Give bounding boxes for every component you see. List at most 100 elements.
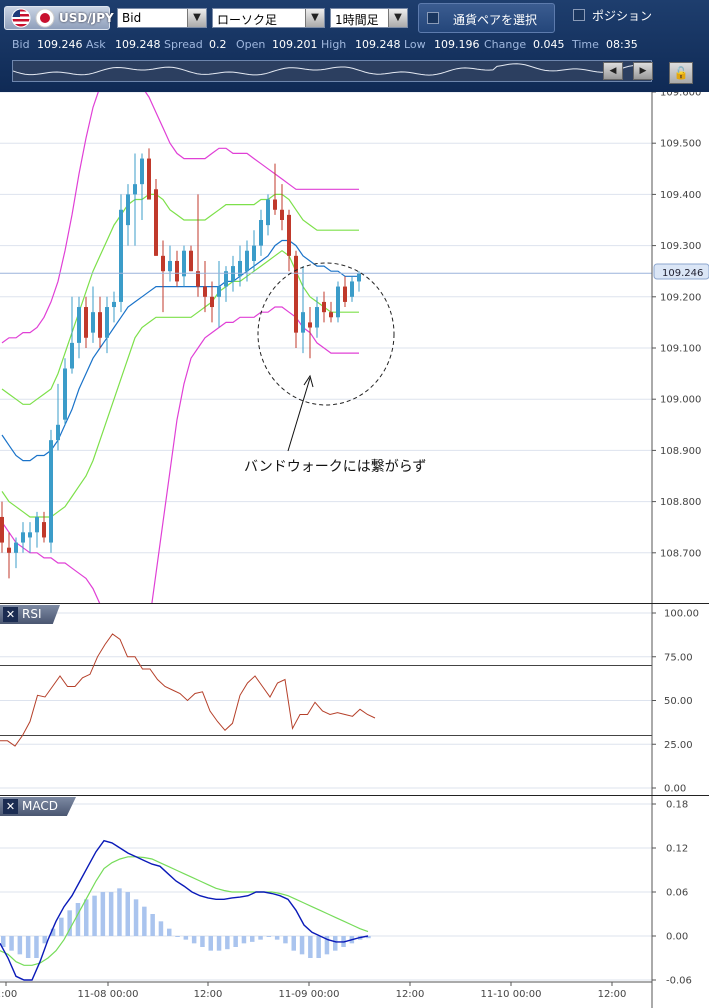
candle-body	[252, 245, 256, 261]
quote-label: Change	[484, 38, 527, 51]
navigator-scrollbar[interactable]	[12, 60, 652, 82]
quote-label: Bid	[12, 38, 30, 51]
candle-body	[245, 250, 249, 272]
candle-body	[0, 516, 4, 543]
histogram-bar	[175, 936, 180, 937]
x-tick-label: 11-09 00:00	[278, 989, 339, 1000]
histogram-bar	[50, 928, 56, 936]
price-chart[interactable]: 109.600 109.500 109.400 109.300 109.200 109.1…	[0, 92, 709, 604]
highlight-circle	[257, 262, 395, 406]
signal-line	[0, 856, 369, 966]
candle-body	[322, 301, 326, 313]
pair-button[interactable]: USD/JPY	[4, 6, 114, 30]
histogram-bar	[366, 936, 371, 939]
histogram-bar	[299, 936, 305, 955]
current-price-value: 109.246	[662, 268, 703, 279]
candle-body	[315, 307, 319, 328]
y-tick-label: 0.00	[664, 784, 686, 795]
chevron-down-icon: ▼	[388, 9, 407, 27]
candle-body	[154, 189, 158, 256]
candle-body	[42, 522, 46, 538]
candle-body	[70, 342, 74, 369]
candle-body	[63, 368, 67, 420]
histogram-bar	[208, 936, 213, 951]
y-tick-label: 108.700	[660, 548, 701, 559]
y-tick-label: 0.06	[666, 888, 688, 899]
candle-body	[280, 209, 284, 220]
y-tick-label: 75.00	[664, 652, 693, 663]
histogram-bar	[9, 936, 14, 951]
lock-icon[interactable]: 🔓	[669, 62, 693, 84]
close-icon[interactable]: ✕	[3, 607, 18, 622]
panel-divider	[0, 795, 709, 796]
candle-body	[35, 516, 39, 533]
x-tick-label: 2:00	[0, 989, 17, 1000]
rsi-chart[interactable]: 100.00 75.00 50.00 25.00 0.00	[0, 604, 709, 797]
y-tick-label: 50.00	[664, 696, 693, 707]
candle-body	[238, 260, 242, 277]
x-tick-label: 12:00	[396, 989, 425, 1000]
candle-body	[203, 286, 207, 297]
y-tick-label: 108.800	[660, 497, 701, 508]
histogram-bar	[1, 936, 6, 947]
position-checkbox[interactable]	[573, 9, 585, 21]
histogram-bar	[216, 936, 222, 951]
histogram-bar	[150, 914, 155, 936]
pair-select-label: 通貨ペアを選択	[453, 13, 538, 27]
bollinger-lower2-line	[1, 306, 359, 604]
candle-body	[105, 307, 109, 338]
candle-body	[189, 250, 193, 272]
position-label: ポジション	[592, 9, 653, 23]
candle-body	[133, 184, 137, 195]
pair-select-checkbox[interactable]	[427, 12, 439, 24]
histogram-bar	[191, 936, 197, 944]
candle-body	[308, 322, 312, 328]
candle-body	[168, 260, 172, 272]
histogram-bar	[17, 936, 23, 955]
histogram-bar	[283, 936, 288, 944]
quote-label: High	[321, 38, 347, 51]
rsi-line	[0, 633, 376, 747]
quote-value: 109.248	[115, 38, 161, 51]
chart-type-select[interactable]: ローソク足 ▼	[212, 8, 325, 28]
quote-label: Time	[572, 38, 599, 51]
quote-value: 0.2	[209, 38, 227, 51]
candle-body	[7, 547, 11, 553]
histogram-bar	[316, 936, 321, 958]
scroll-left-button[interactable]: ◀	[603, 62, 623, 80]
histogram-bar	[266, 936, 272, 937]
pair-select-button[interactable]: 通貨ペアを選択	[418, 3, 555, 33]
candle-body	[224, 271, 228, 287]
pair-label: USD/JPY	[59, 11, 114, 25]
histogram-bar	[258, 936, 263, 940]
timeframe-value: 1時間足	[335, 13, 379, 27]
chevron-down-icon: ▼	[187, 9, 206, 27]
histogram-bar	[133, 899, 139, 936]
candle-body	[294, 255, 298, 333]
candle-body	[77, 307, 81, 343]
histogram-bar	[291, 936, 296, 951]
histogram-bar	[308, 936, 313, 958]
x-tick-label: 12:00	[194, 989, 223, 1000]
timeframe-select[interactable]: 1時間足 ▼	[330, 8, 408, 28]
us-flag-icon	[11, 8, 31, 28]
quote-label: Spread	[164, 38, 203, 51]
candle-body	[28, 532, 32, 538]
y-tick-label: 0.00	[666, 932, 688, 943]
y-tick-label: 0.12	[666, 844, 688, 855]
price-type-select[interactable]: Bid ▼	[117, 8, 207, 28]
candle-body	[84, 307, 88, 338]
quote-value: 109.196	[434, 38, 480, 51]
macd-chart[interactable]: 0.18 0.12 0.06 0.00 -0.06 2:00 11-08 00:00 12:…	[0, 796, 709, 1008]
quote-label: Low	[404, 38, 426, 51]
close-icon[interactable]: ✕	[3, 799, 18, 814]
candle-body	[21, 532, 25, 543]
y-tick-label: 109.500	[660, 139, 701, 150]
candle-body	[336, 286, 340, 318]
histogram-bar	[67, 910, 72, 936]
candle-body	[259, 220, 263, 246]
scroll-right-button[interactable]: ▶	[633, 62, 653, 80]
histogram-bar	[42, 936, 47, 944]
x-tick-label: 11-10 00:00	[480, 989, 541, 1000]
bollinger-middle-line	[1, 239, 359, 462]
